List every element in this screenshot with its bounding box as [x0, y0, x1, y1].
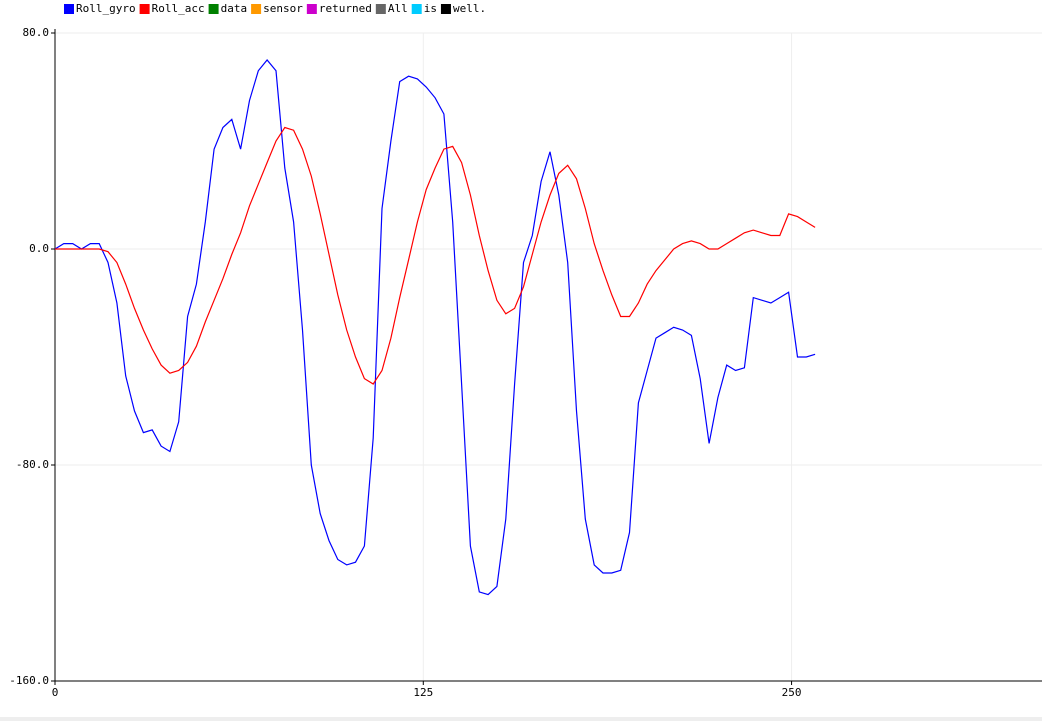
- legend-swatch: [251, 4, 262, 14]
- y-tick-label: -160.0: [9, 674, 49, 687]
- x-tick-label: 0: [52, 686, 59, 699]
- legend-label: All: [388, 2, 408, 15]
- bottom-strip: [0, 717, 1042, 721]
- legend-swatch: [411, 4, 422, 14]
- series-line: [54, 59, 816, 596]
- y-tick-label: 0.0: [29, 242, 49, 255]
- legend-swatch: [208, 4, 219, 14]
- legend-swatch: [375, 4, 386, 14]
- series-line: [55, 126, 816, 385]
- y-tick-label: 80.0: [23, 26, 50, 39]
- legend-swatch: [440, 4, 451, 14]
- legend-label: sensor: [263, 2, 303, 15]
- legend-label: returned: [319, 2, 372, 15]
- legend-label: is: [424, 2, 437, 15]
- legend-swatch: [306, 4, 317, 14]
- legend-label: well.: [453, 2, 486, 15]
- legend-swatch: [64, 4, 74, 14]
- y-tick-label: -80.0: [16, 458, 49, 471]
- legend-label: Roll_acc: [152, 2, 205, 15]
- legend-label: data: [221, 2, 248, 15]
- legend-label: Roll_gyro: [76, 2, 136, 15]
- legend-swatch: [139, 4, 150, 14]
- x-tick-label: 125: [413, 686, 433, 699]
- x-tick-label: 250: [782, 686, 802, 699]
